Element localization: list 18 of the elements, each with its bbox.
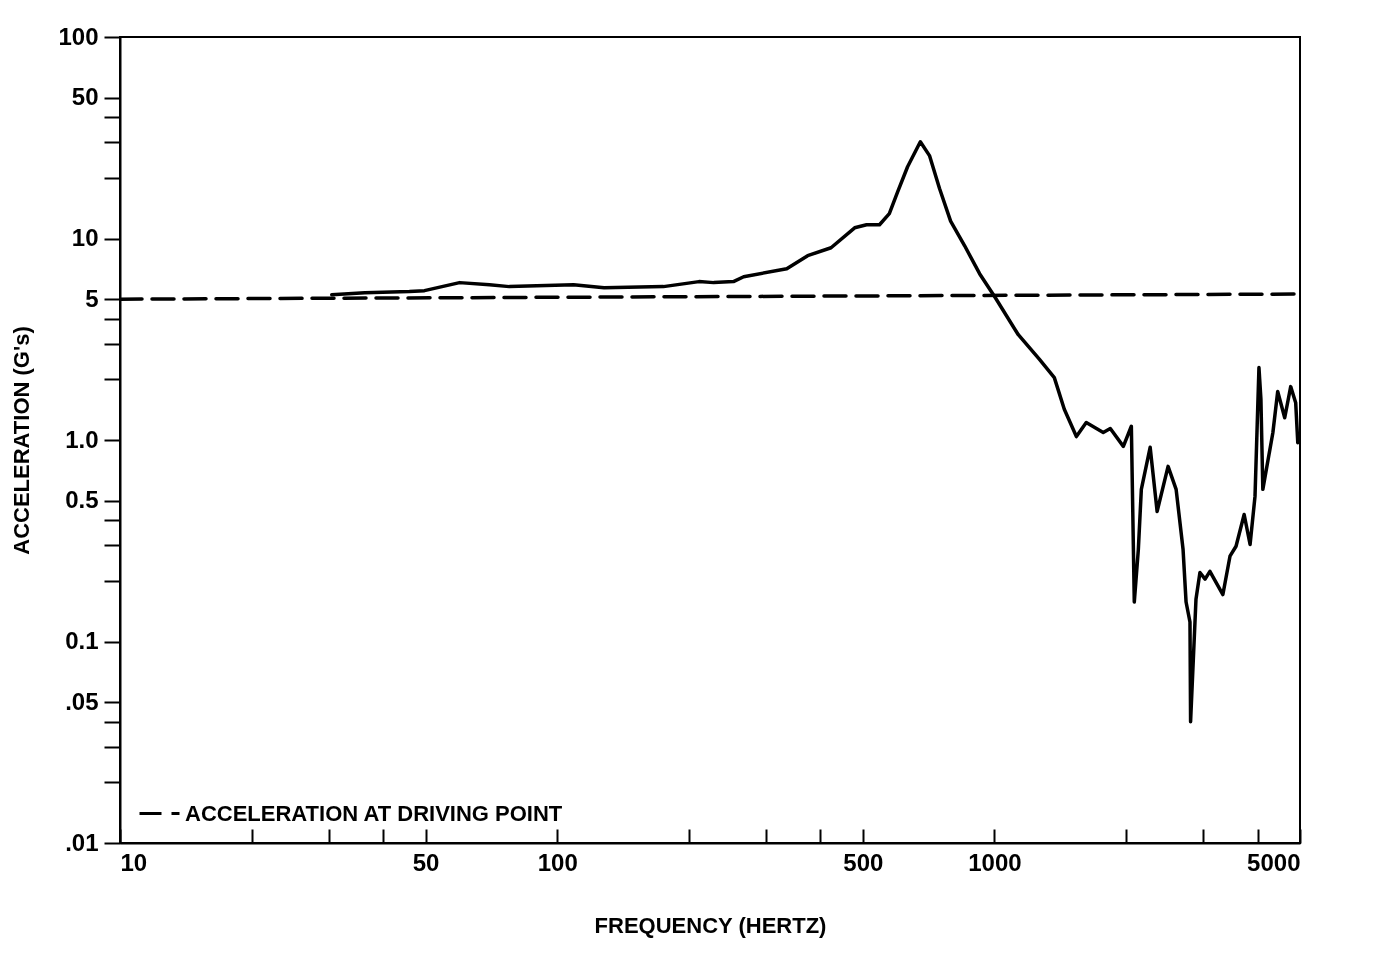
y-tick-label: .05: [65, 687, 99, 715]
x-axis-title: FREQUENCY (HERTZ): [594, 912, 827, 938]
y-tick-label: 100: [58, 22, 99, 50]
x-tick-label: 1000: [968, 848, 1022, 876]
y-tick-label: 5: [85, 284, 99, 312]
y-tick-label: 0.5: [65, 486, 99, 514]
x-tick-label: 500: [843, 848, 884, 876]
x-tick-label: 100: [537, 848, 578, 876]
x-tick-label: 10: [120, 848, 148, 876]
x-tick-label: 50: [412, 848, 440, 876]
y-tick-label: 1.0: [65, 425, 99, 453]
y-tick-label: 0.1: [65, 627, 99, 654]
y-axis-title: ACCELERATION (G's): [9, 326, 35, 555]
y-tick-label: 50: [71, 83, 99, 111]
legend-label: ACCELERATION AT DRIVING POINT: [185, 800, 563, 826]
y-tick-label: .01: [65, 828, 99, 856]
y-tick-label: 10: [71, 224, 99, 251]
x-tick-label: 5000: [1247, 848, 1301, 876]
